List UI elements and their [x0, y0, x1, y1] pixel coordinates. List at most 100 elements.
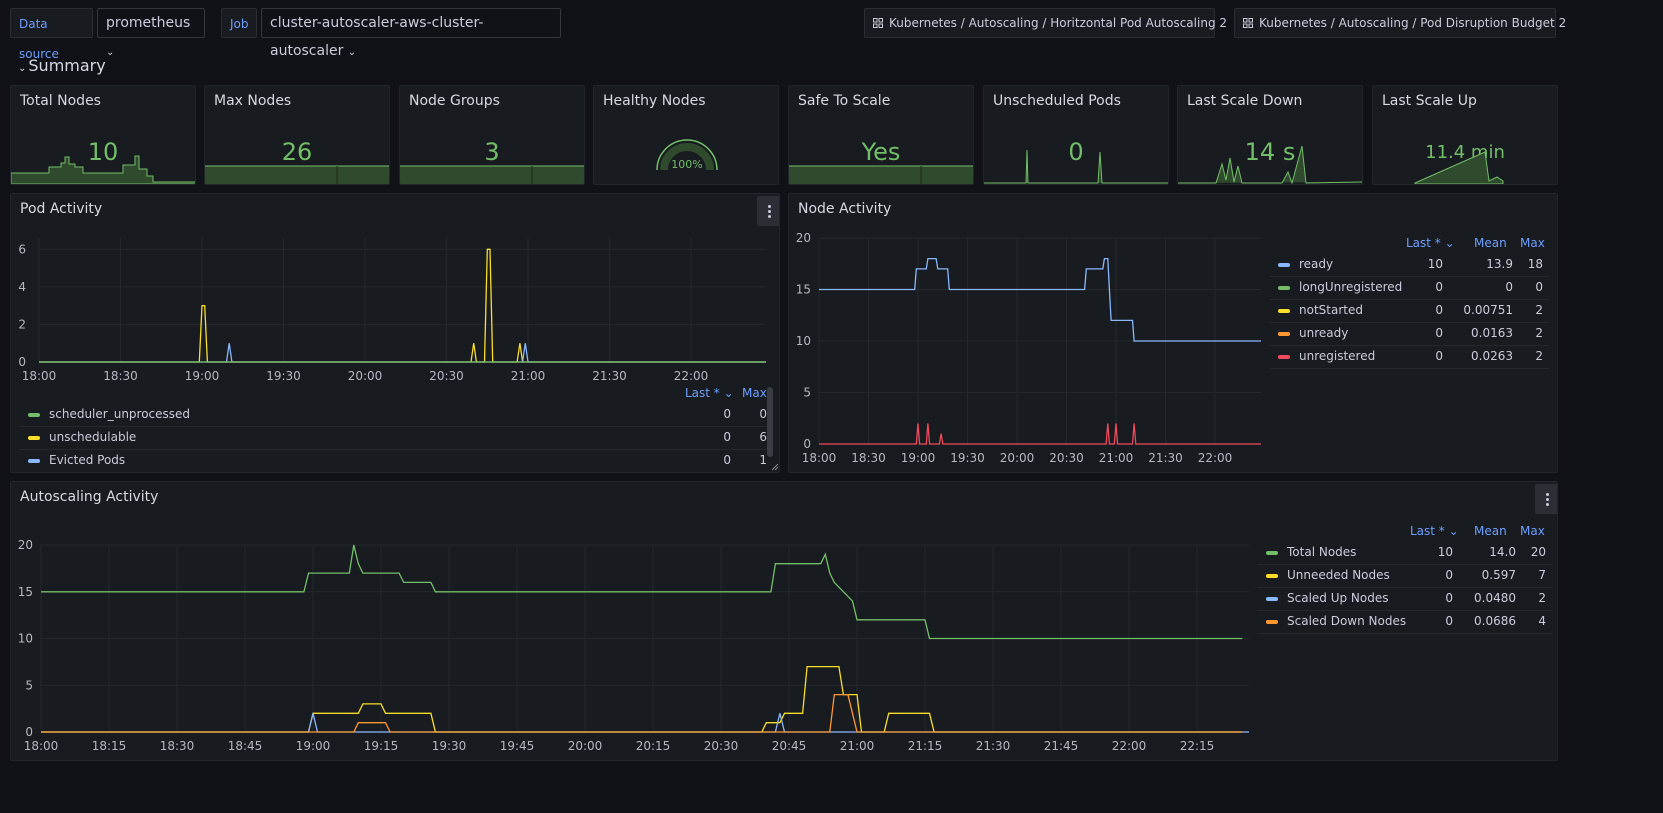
- job-value: cluster-autoscaler-aws-cluster-autoscale…: [270, 15, 484, 59]
- x-tick-label: 21:45: [1044, 739, 1079, 753]
- legend-row[interactable]: Unneeded Nodes 0 0.597 7: [1257, 565, 1552, 588]
- panel-title: Node Activity: [798, 201, 892, 217]
- sparkline: [789, 165, 973, 184]
- x-tick-label: 20:30: [704, 739, 739, 753]
- sparkline: [984, 149, 1168, 184]
- legend-row[interactable]: Scaled Up Nodes 0 0.0480 2: [1257, 588, 1552, 611]
- legend-header-max[interactable]: Max: [1520, 524, 1545, 538]
- sparkline: [400, 165, 584, 184]
- x-tick-label: 22:00: [1112, 739, 1147, 753]
- legend-swatch: [1278, 309, 1290, 313]
- legend-swatch: [28, 459, 40, 463]
- legend-row[interactable]: Scaled Down Nodes 0 0.0686 4: [1257, 611, 1552, 634]
- legend-swatch: [28, 413, 40, 417]
- legend-header-mean[interactable]: Mean: [1474, 236, 1507, 250]
- y-tick-label: 5: [803, 386, 811, 400]
- legend-header-last[interactable]: Last * ⌄: [1406, 236, 1455, 250]
- legend-max: 2: [1535, 303, 1543, 317]
- panel-autoscaling-activity[interactable]: Autoscaling Activity 0 5 10 15 20 18:00 18:15 1…: [10, 481, 1558, 761]
- panel-pod-activity[interactable]: Pod Activity 0 2 4 6 18:00 18:30 19:00 19:30 20:…: [10, 193, 780, 473]
- legend-name: Scaled Up Nodes: [1287, 591, 1389, 605]
- sparkline: [1178, 145, 1362, 184]
- panel-title: Unscheduled Pods: [993, 93, 1121, 109]
- stat-last-scale-down[interactable]: Last Scale Down 14 s: [1177, 85, 1363, 185]
- row-summary[interactable]: ⌄ Summary: [18, 56, 106, 75]
- link-pdb-dashboard[interactable]: Kubernetes / Autoscaling / Pod Disruptio…: [1234, 8, 1566, 38]
- panel-menu-button[interactable]: [757, 196, 779, 226]
- panel-menu-button[interactable]: [1535, 484, 1557, 514]
- x-tick-label: 18:00: [802, 451, 837, 465]
- legend-row[interactable]: Evicted Pods 0 1: [19, 450, 767, 472]
- panel-title: Last Scale Down: [1187, 93, 1303, 109]
- gauge: 100%: [656, 139, 718, 171]
- stat-last-scale-up[interactable]: Last Scale Up 11.4 min: [1372, 85, 1558, 185]
- legend-header-max[interactable]: Max: [742, 386, 767, 400]
- stat-safe-to-scale[interactable]: Safe To Scale Yes: [788, 85, 974, 185]
- panel-title: Node Groups: [409, 93, 500, 109]
- stat-max-nodes[interactable]: Max Nodes 26: [204, 85, 390, 185]
- legend-row[interactable]: longUnregistered 0 0 0: [1269, 277, 1549, 300]
- legend-row[interactable]: unready 0 0.0163 2: [1269, 323, 1549, 346]
- legend-name: notStarted: [1299, 303, 1363, 317]
- link-label: Kubernetes / Autoscaling / Pod Disruptio…: [1259, 16, 1567, 30]
- x-tick-label: 21:00: [840, 739, 875, 753]
- legend-row[interactable]: unregistered 0 0.0263 2: [1269, 346, 1549, 369]
- legend-swatch: [1266, 597, 1278, 601]
- legend-scrollbar[interactable]: [767, 387, 773, 457]
- dashboard-grid-icon: [873, 18, 883, 28]
- legend-mean: 0.0686: [1474, 614, 1516, 628]
- legend-mean: 14.0: [1489, 545, 1516, 559]
- datasource-select[interactable]: prometheus ⌄: [97, 8, 205, 58]
- legend-name: scheduler_unprocessed: [49, 407, 191, 421]
- datasource-label: Data source: [10, 8, 93, 61]
- x-tick-label: 18:45: [228, 739, 263, 753]
- legend-row[interactable]: ready 10 13.9 18: [1269, 254, 1549, 277]
- chevron-down-icon: ⌄: [347, 47, 357, 58]
- legend-header-last[interactable]: Last * ⌄: [1410, 524, 1459, 538]
- legend-mean: 0.0163: [1471, 326, 1513, 340]
- y-tick-label: 5: [25, 678, 33, 692]
- resize-handle-icon[interactable]: [772, 464, 779, 471]
- legend-row[interactable]: unschedulable 0 6: [19, 427, 767, 450]
- legend-row[interactable]: scheduler_unprocessed 0 0: [19, 404, 767, 427]
- legend-last: 0: [1435, 326, 1443, 340]
- stat-healthy-nodes[interactable]: Healthy Nodes 100%: [593, 85, 779, 185]
- legend-row[interactable]: Total Nodes 10 14.0 20: [1257, 542, 1552, 565]
- legend-max: 0: [1535, 280, 1543, 294]
- x-tick-label: 21:30: [1148, 451, 1183, 465]
- legend-mean: 0.0480: [1474, 591, 1516, 605]
- job-select[interactable]: cluster-autoscaler-aws-cluster-autoscale…: [261, 8, 561, 59]
- x-tick-label: 18:00: [22, 369, 57, 383]
- link-hpa-dashboard[interactable]: Kubernetes / Autoscaling / Horitzontal P…: [864, 8, 1227, 38]
- legend-name: ready: [1299, 257, 1334, 271]
- panel-node-activity[interactable]: Node Activity 0 5 10 15 20 18:00 18:30 19:00 19:…: [788, 193, 1558, 473]
- legend-swatch: [1266, 551, 1278, 555]
- stat-total-nodes[interactable]: Total Nodes 10: [10, 85, 196, 185]
- legend-swatch: [28, 436, 40, 440]
- x-tick-label: 20:00: [348, 369, 383, 383]
- stat-value: 14 s: [1244, 138, 1296, 166]
- stat-unscheduled-pods[interactable]: Unscheduled Pods 0: [983, 85, 1169, 185]
- legend-swatch: [1266, 620, 1278, 624]
- legend-last: 10: [1437, 545, 1453, 559]
- legend-row[interactable]: notStarted 0 0.00751 2: [1269, 300, 1549, 323]
- legend-last: 0: [1445, 568, 1453, 582]
- y-tick-label: 20: [796, 231, 811, 245]
- series-line-scaled-down-nodes: [41, 693, 1243, 733]
- y-tick-label: 0: [25, 725, 33, 739]
- legend-header-mean[interactable]: Mean: [1474, 524, 1507, 538]
- series-line-unschedulable: [39, 248, 766, 363]
- series-line-total-nodes: [41, 544, 1243, 640]
- legend-name: unready: [1299, 326, 1349, 340]
- y-tick-label: 20: [18, 538, 33, 552]
- x-tick-label: 22:00: [1198, 451, 1233, 465]
- x-tick-label: 18:30: [851, 451, 886, 465]
- legend-last: 0: [723, 430, 731, 444]
- legend-mean: 0: [1505, 280, 1513, 294]
- legend-header-max[interactable]: Max: [1520, 236, 1545, 250]
- x-tick-label: 19:30: [950, 451, 985, 465]
- y-tick-label: 0: [18, 355, 26, 369]
- x-tick-label: 22:15: [1180, 739, 1215, 753]
- legend-header-last[interactable]: Last * ⌄: [685, 386, 734, 400]
- stat-node-groups[interactable]: Node Groups 3: [399, 85, 585, 185]
